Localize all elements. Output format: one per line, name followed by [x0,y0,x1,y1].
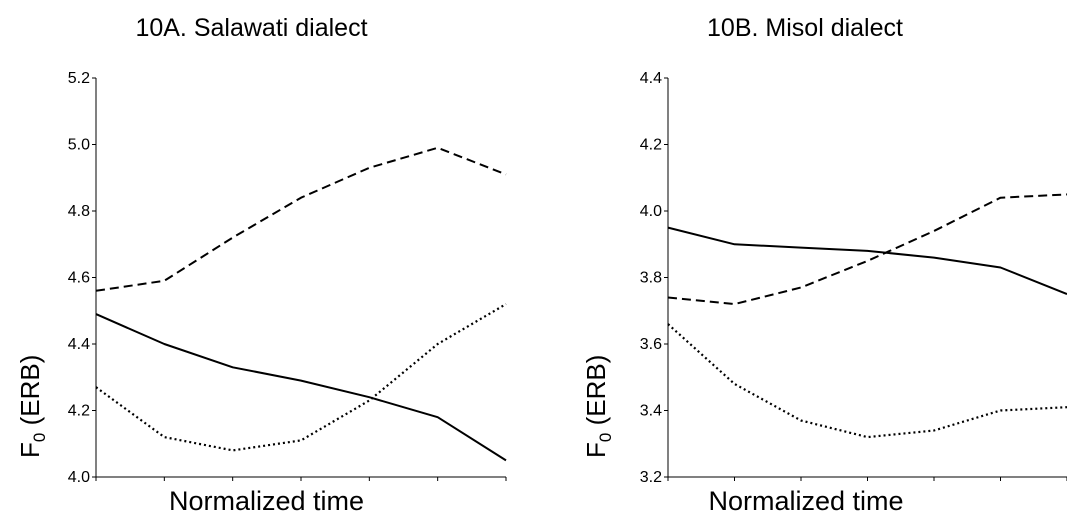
chart-title: 10A. Salawati dialect [135,14,368,42]
y-tick-label: 3.2 [640,469,662,486]
plot-area: 3.2 3.4 3.6 3.8 4.0 4.2 4.4 [640,70,1067,486]
chart-title: 10B. Misol dialect [707,14,903,42]
y-tick-label: 4.6 [68,270,90,287]
chart-panel-misol: 10B. Misol dialect F0 (ERB) Normalized t… [533,0,1067,529]
y-tick-label: 4.2 [640,137,662,154]
chart-panel-salawati: 10A. Salawati dialect F0 (ERB) Normalize… [0,0,533,529]
y-tick-label: 5.2 [68,70,90,87]
plot-area: 4.0 4.2 4.4 4.6 4.8 5.0 5.2 [68,70,507,486]
y-tick-label: 3.8 [640,270,662,287]
y-tick-label: 4.4 [640,70,662,87]
x-axis-label: Normalized time [708,486,904,516]
series-line-dashed [95,146,507,292]
y-tick-label: 3.6 [640,336,662,353]
y-tick-label: 4.8 [68,203,90,220]
series-line-dotted [95,303,507,452]
series-line-solid [667,226,1067,296]
y-tick-label: 4.4 [68,336,90,353]
x-axis-label: Normalized time [168,486,365,516]
y-tick-label: 5.0 [68,137,90,154]
y-tick-label: 3.4 [640,403,662,420]
y-tick-label: 4.2 [68,403,90,420]
series-line-dashed [667,193,1067,306]
series-line-dotted [667,323,1067,439]
y-tick-label: 4.0 [68,469,90,486]
series-line-solid [95,313,507,462]
y-tick-label: 4.0 [640,203,662,220]
